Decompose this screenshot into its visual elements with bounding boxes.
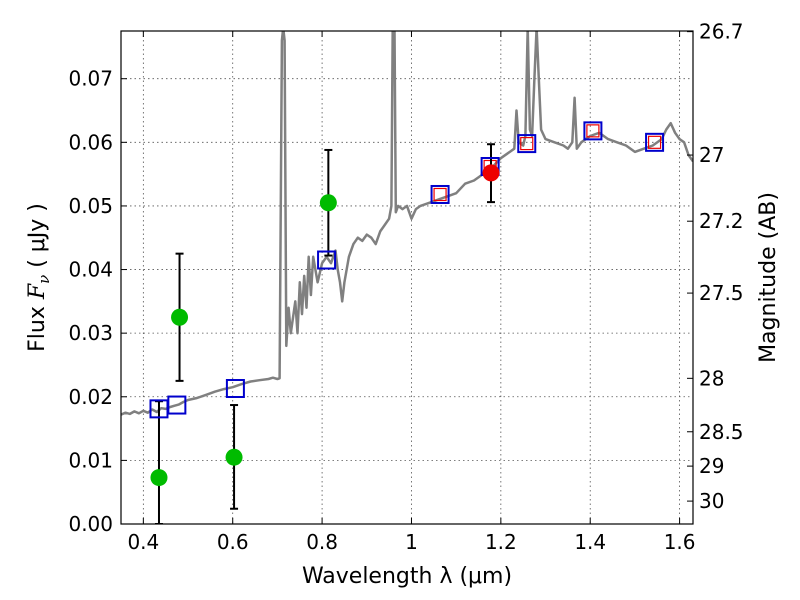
ticks: 0.4 0.6 0.8 1 1.2 1.4 1.6 0.00 0.01 0.02 0.03 0.04 0… [68, 20, 743, 554]
y-label-prefix: Flux [25, 299, 50, 352]
y-axis-right-label: Magnitude (AB) [756, 192, 781, 363]
y-tick-label: 0.04 [68, 258, 113, 282]
y-tick-label: 0.03 [68, 321, 113, 345]
y-tick-label: 0.01 [68, 448, 113, 472]
y-tick-label: 0.05 [68, 194, 113, 218]
y-tick-label: 0.06 [68, 130, 113, 154]
observed-point [319, 194, 337, 212]
synthetic-inner-marker [647, 135, 662, 149]
synthetic-inner-marker [586, 124, 600, 138]
mag-tick-label: 29 [699, 454, 724, 478]
x-tick-label: 1 [405, 530, 418, 554]
mag-tick-label: 27.5 [699, 281, 744, 305]
observed-point [150, 469, 168, 487]
x-axis-label: Wavelength λ (μm) [302, 564, 512, 589]
plot-area [121, 31, 693, 524]
mag-tick-label: 28 [699, 366, 724, 390]
synthetic-marker [167, 395, 187, 415]
synthetic-marker [517, 134, 537, 154]
mag-tick-label: 26.7 [699, 20, 744, 44]
synthetic-marker [317, 250, 337, 270]
synthetic-marker [430, 184, 450, 204]
x-tick-label: 1.4 [574, 530, 606, 554]
synthetic-inner-marker [433, 187, 447, 202]
mag-tick-label: 27.2 [699, 209, 744, 233]
synthetic-inner-marker [520, 136, 534, 151]
y-tick-label: 0.00 [68, 512, 113, 536]
model-spectrum-line [121, 31, 693, 416]
synthetic-marker [645, 132, 665, 152]
y-tick-label: 0.02 [68, 385, 113, 409]
synthetic-marker [225, 379, 245, 399]
mag-tick-label: 30 [699, 489, 724, 513]
observed-point [482, 164, 500, 182]
synthetic-marker [583, 121, 603, 141]
y-tick-label: 0.07 [68, 67, 113, 91]
y-axis-label: Flux Fν ( μJy ) [25, 203, 53, 352]
x-tick-label: 0.4 [127, 530, 159, 554]
axes-frame [120, 30, 694, 525]
observed-point [171, 308, 189, 326]
mag-tick-label: 27 [699, 143, 724, 167]
x-tick-label: 1.2 [485, 530, 517, 554]
x-tick-label: 0.6 [217, 530, 249, 554]
mag-tick-label: 28.5 [699, 420, 744, 444]
y-label-unit: ( μJy ) [25, 203, 50, 275]
observed-point [225, 448, 243, 466]
y-label-subscript: ν [35, 275, 53, 284]
x-tick-label: 1.6 [664, 530, 696, 554]
y-label-symbol: F [25, 283, 50, 300]
x-tick-label: 0.8 [306, 530, 338, 554]
grid [121, 31, 693, 525]
